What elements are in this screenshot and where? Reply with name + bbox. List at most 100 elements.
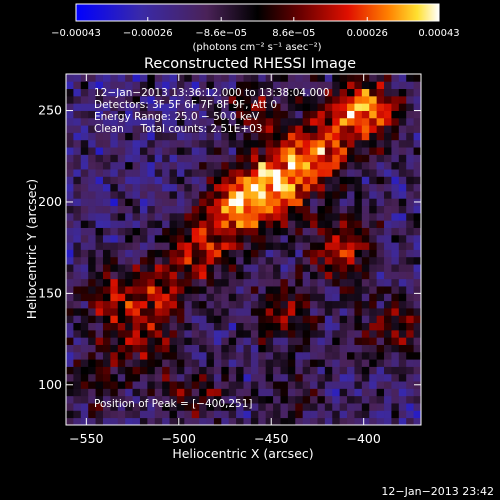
- heatmap-cell: [361, 183, 370, 192]
- heatmap-cell: [162, 198, 170, 207]
- heatmap-cell: [110, 242, 119, 250]
- heatmap-cell: [73, 315, 82, 324]
- heatmap-cell: [199, 183, 207, 192]
- heatmap-cell: [66, 139, 74, 148]
- heatmap-cell: [206, 205, 215, 214]
- heatmap-cell: [258, 366, 267, 375]
- heatmap-cell: [73, 227, 82, 236]
- heatmap-cell: [221, 286, 230, 294]
- heatmap-cell: [310, 125, 318, 133]
- heatmap-cell: [280, 161, 289, 170]
- heatmap-cell: [376, 366, 385, 375]
- heatmap-cell: [310, 417, 318, 425]
- heatmap-cell: [361, 205, 370, 214]
- heatmap-cell: [332, 366, 341, 375]
- heatmap-cell: [221, 81, 230, 90]
- heatmap-cell: [117, 381, 126, 389]
- heatmap-cell: [273, 293, 281, 302]
- heatmap-cell: [273, 256, 281, 265]
- heatmap-cell: [154, 95, 163, 104]
- heatmap-cell: [295, 264, 304, 272]
- heatmap-cell: [347, 117, 355, 126]
- heatmap-cell: [66, 234, 74, 243]
- heatmap-cell: [287, 169, 296, 177]
- heatmap-cell: [213, 344, 222, 353]
- heatmap-cell: [80, 293, 89, 302]
- heatmap-cell: [243, 337, 252, 345]
- heatmap-cell: [139, 169, 148, 177]
- heatmap-cell: [176, 95, 185, 104]
- heatmap-cell: [295, 395, 304, 404]
- heatmap-cell: [324, 220, 333, 228]
- heatmap-cell: [162, 234, 170, 243]
- y-axis-label: Heliocentric Y (arcsec): [24, 179, 39, 319]
- heatmap-cell: [169, 161, 178, 170]
- heatmap-cell: [324, 154, 333, 163]
- heatmap-cell: [88, 300, 96, 309]
- heatmap-cell: [88, 212, 96, 221]
- heatmap-cell: [339, 249, 348, 258]
- heatmap-cell: [176, 366, 185, 375]
- heatmap-cell: [280, 403, 289, 411]
- heatmap-cell: [369, 132, 378, 141]
- heatmap-cell: [206, 95, 215, 104]
- heatmap-cell: [147, 198, 156, 207]
- heatmap-cell: [88, 205, 96, 214]
- heatmap-cell: [354, 256, 363, 265]
- heatmap-cell: [354, 315, 363, 324]
- heatmap-cell: [324, 212, 333, 221]
- heatmap-cell: [184, 388, 193, 397]
- heatmap-cell: [347, 395, 355, 404]
- heatmap-cell: [361, 366, 370, 375]
- heatmap-cell: [347, 234, 355, 243]
- heatmap-cell: [213, 337, 222, 345]
- heatmap-cell: [176, 242, 185, 250]
- heatmap-cell: [280, 227, 289, 236]
- heatmap-cell: [102, 300, 111, 309]
- heatmap-cell: [332, 183, 341, 192]
- heatmap-cell: [117, 132, 126, 141]
- heatmap-cell: [347, 198, 355, 207]
- heatmap-cell: [339, 351, 348, 360]
- annotation-time-range: 12−Jan−2013 13:36:12.000 to 13:38:04.000: [94, 87, 330, 99]
- heatmap-cell: [154, 242, 163, 250]
- heatmap-cell: [295, 110, 304, 119]
- heatmap-cell: [228, 191, 237, 199]
- heatmap-cell: [391, 198, 400, 207]
- heatmap-cell: [221, 88, 230, 97]
- heatmap-cell: [250, 212, 259, 221]
- heatmap-cell: [317, 286, 326, 294]
- heatmap-cell: [369, 103, 378, 111]
- heatmap-cell: [73, 351, 82, 360]
- heatmap-cell: [228, 169, 237, 177]
- heatmap-cell: [310, 183, 318, 192]
- heatmap-cell: [176, 308, 185, 316]
- heatmap-cell: [280, 410, 289, 419]
- heatmap-cell: [310, 249, 318, 258]
- heatmap-cell: [287, 293, 296, 302]
- heatmap-cell: [384, 74, 392, 82]
- heatmap-cell: [117, 147, 126, 155]
- heatmap-cell: [273, 395, 281, 404]
- heatmap-cell: [95, 329, 104, 338]
- heatmap-cell: [265, 388, 274, 397]
- heatmap-cell: [391, 161, 400, 170]
- heatmap-cell: [250, 74, 259, 82]
- heatmap-cell: [139, 300, 148, 309]
- heatmap-cell: [287, 154, 296, 163]
- heatmap-cell: [80, 139, 89, 148]
- heatmap-cell: [102, 132, 111, 141]
- heatmap-cell: [132, 95, 141, 104]
- heatmap-cell: [95, 198, 104, 207]
- heatmap-cell: [287, 95, 296, 104]
- heatmap-cell: [169, 176, 178, 185]
- heatmap-cell: [221, 315, 230, 324]
- heatmap-cell: [125, 278, 133, 287]
- heatmap-cell: [66, 147, 74, 155]
- heatmap-cell: [406, 278, 415, 287]
- heatmap-cell: [339, 161, 348, 170]
- heatmap-cell: [398, 403, 407, 411]
- heatmap-cell: [184, 95, 193, 104]
- heatmap-cell: [250, 154, 259, 163]
- heatmap-cell: [147, 110, 156, 119]
